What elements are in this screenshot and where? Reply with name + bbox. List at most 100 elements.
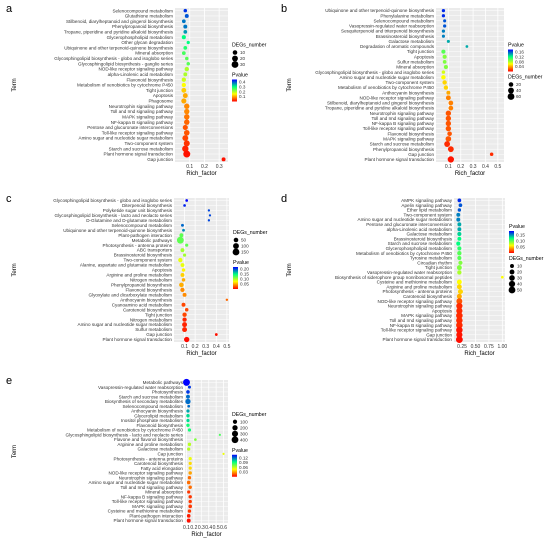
term-label: Degradation of aromatic compounds [360,44,435,49]
data-point [186,418,190,423]
data-point [444,141,451,147]
term-label: Brassinosteroid biosynthesis [394,236,453,241]
data-point [221,157,226,162]
degs-legend-dot [509,269,515,275]
term-label: Gap junction [147,157,173,162]
plot-background [454,198,505,342]
data-point [183,72,188,77]
data-point [180,263,185,267]
term-label: Tight junction [407,49,435,54]
data-point [186,423,190,428]
term-label: Ubiquinone and other terpenoid-quinone b… [325,8,434,13]
term-label: Tropane, piperidine and pyridine alkaloi… [325,106,435,111]
data-point [457,198,462,203]
x-tick-label: 0.1 [186,164,193,170]
term-label: NF-kappa B signaling pathway [372,121,435,126]
pvalue-legend-label: 0.04 [515,64,524,69]
term-label: Gap junction [426,332,452,337]
term-label: Anthocyanin biosynthesis [131,409,184,414]
data-point [456,217,461,222]
term-label: Photosynthesis - antenna proteins [383,289,453,294]
x-tick-label: 0.4 [213,344,220,350]
data-point [500,275,504,279]
term-label: Ubiquinone and other terpenoid-quinone b… [63,228,172,233]
data-point [446,39,450,43]
term-label: Apoptosis [152,268,173,273]
data-point [186,62,190,66]
data-point [188,504,192,509]
term-label: Tight junction [145,312,173,317]
term-label: Arginine and proline metabolism [106,273,172,278]
term-label: Pentose and glucuronate interconversions [366,222,453,227]
pvalue-colorbar [232,454,237,477]
x-tick-label: 0.3 [470,164,477,170]
term-label: Flavonoid biosynthesis [126,287,173,292]
term-label: Vasopressin-regulated water reabsorption [349,24,434,29]
x-tick-label: 0.1 [181,344,188,350]
data-point [457,255,462,261]
degs-legend-dot [508,286,516,294]
pvalue-legend-label: 0.05 [516,244,525,249]
data-point [187,404,191,408]
term-label: Phenylpropanoid biosynthesis [112,24,174,29]
data-point [187,428,192,432]
term-label: Selenocompound metabolism [373,18,434,23]
x-tick-label: 0.5 [213,525,220,531]
term-label: Two-component system [403,212,452,217]
degs-legend-dot [232,50,238,55]
data-point [456,326,463,334]
data-point [457,236,462,241]
degs-legend-title: DEGs_number [232,412,267,418]
data-point [457,289,463,295]
pvalue-legend-title: Pvalue [232,73,248,79]
term-label: Photosynthesis [152,390,184,395]
x-tick-label: 0.5 [494,164,501,170]
term-label: Glycerophospholipid metabolism [386,246,453,251]
pvalue-legend-label: 0.12 [239,455,248,460]
data-point [225,298,229,302]
term-label: Flavonoid biosynthesis [127,77,174,82]
term-label: Amino sugar and nucleotide sugar metabol… [79,136,174,141]
degs-legend-label: 20 [517,270,523,275]
panel-letter-a: a [6,3,13,15]
data-point [180,248,185,253]
data-point [183,129,190,136]
term-label: Amino sugar and nucleotide sugar metabol… [89,480,184,485]
data-point [181,77,186,82]
term-label: Glycerophospholipid metabolism [107,35,174,40]
term-label: Apoptosis [432,308,453,313]
data-point [186,414,190,418]
degs-legend-title: DEGs_number [509,256,544,262]
pvalue-colorbar [232,79,237,102]
term-label: Toll-like receptor signaling pathway [102,130,174,135]
data-point [465,45,469,48]
term-label: Toll-like receptor signaling pathway [363,126,435,131]
pvalue-legend-title: Pvalue [233,260,249,266]
term-label: Two-component system [385,80,434,85]
data-point [182,228,185,232]
term-label: Toll and Imd signaling pathway [120,485,183,490]
term-label: Cysteine and methionine metabolism [108,509,183,514]
x-tick-label: 0.2 [190,525,197,531]
data-point [194,438,197,441]
term-label: Nitrogen metabolism [130,317,172,322]
pvalue-legend-label: 0.06 [239,465,248,470]
term-label: Apelin signaling pathway [401,203,452,208]
degs-legend-label: 100 [241,244,249,249]
term-label: Metabolic pathways [143,380,184,385]
degs-legend-title: DEGs_number [508,75,543,81]
data-point [457,208,462,212]
x-tick-label: 0.2 [201,164,208,170]
degs-legend-label: 10 [240,50,246,55]
pvalue-legend-label: 0.08 [515,59,524,64]
degs-legend-dot [508,82,514,87]
x-tick-label: 0.2 [457,164,464,170]
data-point [442,60,447,64]
term-label: Ether lipid metabolism [407,208,452,213]
data-point [181,87,187,93]
degs-legend-label: 30 [240,62,246,67]
term-label: Nitrogen metabolism [130,278,172,283]
